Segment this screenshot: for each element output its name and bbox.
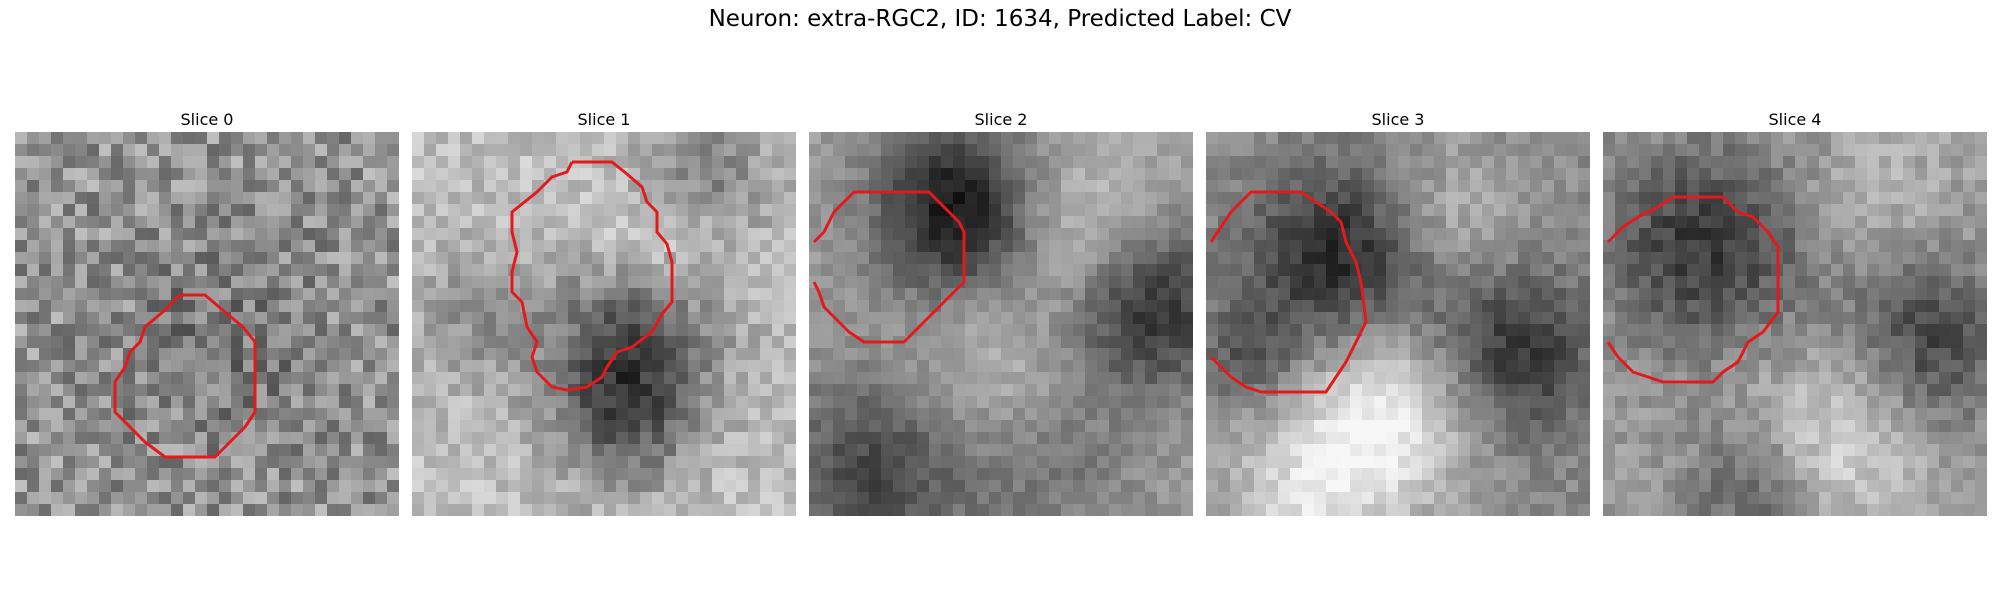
slice-panel-4: Slice 4 — [1603, 108, 1987, 516]
slice-panel-3: Slice 3 — [1206, 108, 1590, 516]
slice-title: Slice 2 — [974, 110, 1028, 129]
slice-title: Slice 3 — [1371, 110, 1425, 129]
slice-panel-2: Slice 2 — [809, 108, 1193, 516]
slice-title: Slice 0 — [180, 110, 234, 129]
slice-image — [809, 132, 1193, 516]
slice-image — [412, 132, 796, 516]
segmentation-contour — [1606, 195, 1780, 384]
segmentation-contour — [113, 293, 257, 459]
segmentation-contour — [510, 160, 674, 392]
slice-image — [15, 132, 399, 516]
slice-panel-1: Slice 1 — [412, 108, 796, 516]
slice-image — [1603, 132, 1987, 516]
slice-title: Slice 1 — [577, 110, 631, 129]
segmentation-contour — [812, 190, 966, 344]
slice-title: Slice 4 — [1768, 110, 1822, 129]
slice-image — [1206, 132, 1590, 516]
figure-title: Neuron: extra-RGC2, ID: 1634, Predicted … — [708, 6, 1292, 32]
segmentation-contour — [1209, 190, 1368, 394]
slice-panel-0: Slice 0 — [15, 108, 399, 516]
